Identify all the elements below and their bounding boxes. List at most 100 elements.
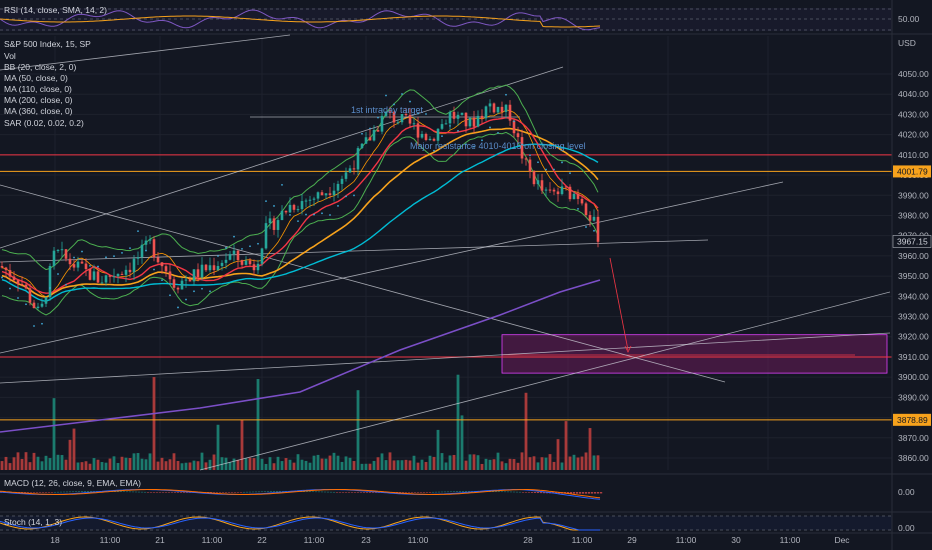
macd-histogram-bar (444, 491, 447, 493)
macd-histogram-bar (528, 492, 531, 493)
sar-dot (289, 214, 291, 216)
volume-bar (488, 459, 492, 470)
sar-dot (297, 220, 299, 223)
volume-bar (560, 462, 564, 470)
volume-bar (580, 456, 584, 470)
time-axis[interactable]: 18 11:00 21 11:00 22 11:00 23 11:00 28 11:00 29 11:… (50, 535, 850, 545)
volume-bar (124, 457, 128, 470)
candle-body (312, 198, 316, 200)
candle-body (368, 137, 372, 141)
candle-body (256, 263, 260, 271)
macd-histogram-bar (177, 492, 180, 493)
candle-body (160, 262, 164, 267)
sar-dot (121, 251, 123, 254)
volume-bar (584, 452, 588, 470)
sar-dot (57, 273, 59, 275)
candle-body (504, 104, 508, 112)
candle-body (140, 244, 144, 258)
volume-bar (300, 459, 304, 470)
candle-body (404, 114, 408, 116)
rsi-line (0, 9, 601, 31)
price-tick-label: 3890.00 (898, 392, 929, 402)
sar-dot (209, 290, 211, 293)
price-tag-box (892, 235, 932, 248)
volume-bar (352, 461, 356, 470)
volume-bar (592, 455, 596, 470)
candle-body (532, 171, 536, 185)
volume-bar (528, 457, 532, 470)
sar-dot (537, 161, 539, 164)
candle-body (156, 257, 160, 263)
time-tick-label: 28 (523, 535, 533, 545)
candle-body (128, 269, 132, 273)
candle-body (472, 117, 476, 127)
macd-histogram-bar (363, 492, 366, 493)
sar-dot (545, 168, 547, 171)
legend-ma200: MA (200, close, 0) (4, 95, 73, 105)
candle-body (112, 276, 116, 278)
macd-histogram-bar (588, 492, 591, 494)
macd-histogram-bar (435, 491, 438, 493)
volume-bar (516, 462, 520, 470)
price-pane[interactable]: 1st intraday target Major resistance 401… (0, 34, 892, 471)
candle-body (352, 168, 356, 170)
candle-body (8, 270, 12, 277)
macd-histogram-bar (423, 492, 426, 493)
candle-body (388, 111, 392, 113)
candle-body (120, 273, 124, 275)
macd-histogram-bar (426, 492, 429, 493)
macd-histogram-bar (39, 492, 42, 493)
volume-bar (200, 452, 204, 470)
sar-dot (561, 161, 563, 164)
volume-bar (548, 454, 552, 470)
volume-bar (596, 455, 600, 470)
macd-histogram-bar (576, 492, 579, 494)
sar-dot (265, 200, 267, 203)
sar-dot (489, 126, 491, 129)
sar-dot (385, 94, 387, 97)
candle-body (476, 115, 480, 127)
volume-bar (104, 462, 108, 470)
candle-body (320, 192, 324, 196)
macd-histogram-bar (516, 491, 519, 493)
target-zone (501, 334, 888, 374)
candle-body (152, 239, 156, 258)
stoch-pane[interactable]: Stoch (14, 1, 3) 0.00 (0, 515, 915, 533)
volume-bar (404, 459, 408, 470)
macd-histogram-bar (147, 492, 150, 493)
volume-bar (344, 456, 348, 470)
sar-dot (593, 229, 595, 232)
macd-histogram-bar (219, 492, 222, 493)
annotation-resistance: Major resistance 4010-4015 on closing le… (410, 141, 586, 151)
macd-histogram-bar (510, 491, 513, 493)
macd-histogram-bar (540, 492, 543, 494)
candle-body (192, 269, 196, 282)
volume-bar (188, 462, 192, 470)
macd-pane[interactable]: MACD (12, 26, close, 9, EMA, EMA) 0.00 (0, 478, 915, 500)
macd-histogram-bar (36, 492, 39, 493)
macd-histogram-bar (438, 491, 441, 493)
macd-histogram-bar (567, 492, 570, 494)
volume-bars (0, 374, 600, 470)
macd-histogram-bar (450, 491, 453, 493)
candle-body (556, 191, 560, 195)
volume-bar (248, 457, 252, 470)
annotation-target: 1st intraday target (351, 105, 424, 115)
rsi-pane[interactable]: RSI (14, close, SMA, 14, 2) 50.00 (0, 5, 920, 31)
candle-body (308, 199, 312, 201)
macd-histogram-bar (57, 491, 60, 493)
time-tick-label: 11:00 (408, 535, 429, 545)
price-tick-label: 4010.00 (898, 150, 929, 160)
projection-arrow-head (624, 345, 632, 353)
macd-histogram-bar (315, 491, 318, 493)
macd-histogram-bar (21, 492, 24, 493)
candle-body (0, 266, 4, 268)
macd-histogram-bar (405, 492, 408, 493)
macd-histogram-bar (252, 491, 255, 493)
macd-histogram-bar (45, 492, 48, 493)
macd-histogram-bar (240, 492, 243, 493)
macd-histogram-bar (429, 492, 432, 493)
candle-body (84, 263, 88, 270)
macd-histogram-bar (264, 491, 267, 493)
